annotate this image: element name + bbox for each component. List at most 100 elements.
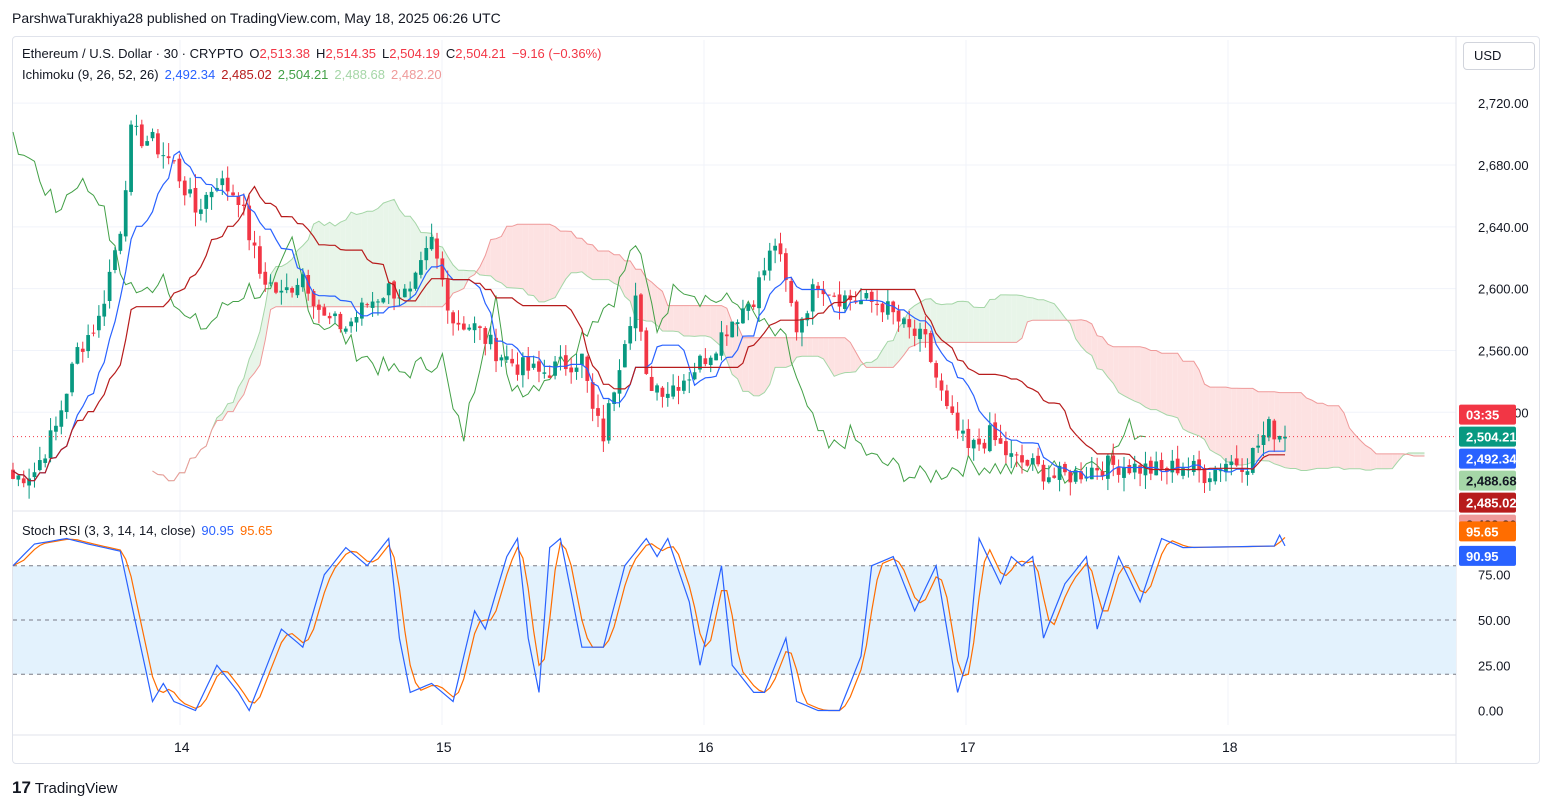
candle-body — [1052, 475, 1057, 478]
kumo-cloud-segment — [1140, 346, 1146, 408]
candle-body — [177, 158, 182, 182]
candle-body — [279, 290, 284, 293]
kumo-cloud-segment — [1354, 434, 1361, 469]
kumo-cloud-segment — [233, 387, 239, 412]
candle-body — [1057, 465, 1062, 480]
candle-body — [21, 478, 26, 484]
time-axis-label: 18 — [1222, 739, 1238, 755]
candle-body — [161, 155, 166, 157]
candle-body — [1020, 455, 1024, 463]
kumo-cloud-segment — [775, 337, 781, 368]
candle-body — [1218, 470, 1223, 472]
kumo-cloud-segment — [1252, 388, 1259, 462]
candle-body — [859, 300, 863, 305]
candle-body — [435, 238, 439, 259]
candle-body — [537, 361, 541, 372]
candle-body — [499, 357, 504, 361]
kumo-cloud-segment — [501, 226, 507, 288]
candle-body — [231, 192, 235, 196]
kumo-cloud-segment — [1279, 392, 1285, 468]
kumo-cloud-segment — [769, 337, 776, 385]
kumo-cloud-segment — [1204, 384, 1210, 450]
candle-body — [520, 357, 525, 376]
kumo-cloud-segment — [796, 337, 802, 358]
tenkan-tag: 2,492.34 — [1466, 452, 1517, 467]
candle-body — [1014, 454, 1019, 456]
kumo-cloud-segment — [544, 224, 550, 302]
kumo-cloud-segment — [1290, 392, 1296, 469]
kumo-cloud-segment — [823, 337, 829, 368]
stoch-k-tag-bg — [1459, 545, 1516, 566]
candle-body — [370, 301, 375, 308]
kumo-cloud-segment — [1081, 319, 1087, 352]
kumo-cloud-segment — [378, 203, 384, 307]
candle-body — [977, 438, 981, 445]
candle-body — [258, 246, 262, 274]
kumo-cloud-segment — [1129, 346, 1135, 402]
kumo-cloud-segment — [802, 337, 808, 357]
candle-body — [263, 271, 268, 285]
stoch-label[interactable]: Stoch RSI (3, 3, 14, 14, close) — [22, 523, 196, 538]
kijun-tag-bg — [1459, 492, 1516, 513]
candle-body — [451, 312, 455, 324]
ichimoku-label[interactable]: Ichimoku (9, 26, 52, 26) — [22, 67, 159, 82]
candle-body — [1122, 467, 1126, 478]
candle-body — [961, 430, 965, 434]
candle-body — [558, 357, 563, 359]
high-label: H — [316, 46, 326, 61]
candle-body — [440, 258, 445, 280]
candle-body — [644, 330, 649, 374]
candle-body — [1159, 460, 1164, 469]
kumo-cloud-segment — [1183, 361, 1189, 432]
symbol-label[interactable]: Ethereum / U.S. Dollar · 30 · CRYPTO — [22, 46, 244, 61]
candle-body — [885, 301, 890, 315]
candle-body — [880, 303, 885, 313]
kumo-cloud-segment — [1032, 297, 1039, 321]
senkou-span-b-line — [152, 223, 1425, 482]
kumo-cloud-segment — [705, 305, 711, 338]
candle-body — [64, 393, 69, 412]
kumo-cloud-segment — [1011, 295, 1017, 343]
kumo-cloud-segment — [399, 209, 405, 307]
last-price-tag-bg — [1459, 426, 1516, 447]
candle-body — [757, 277, 761, 309]
tradingview-footer[interactable]: 17 TradingView — [12, 778, 117, 798]
tradingview-brand: TradingView — [34, 780, 118, 797]
candle-body — [794, 301, 799, 333]
kumo-cloud-segment — [276, 266, 282, 307]
candle-body — [333, 313, 337, 317]
candle-body — [563, 355, 568, 370]
kumo-cloud-segment — [1322, 403, 1328, 469]
countdown-tag: 03:35 — [1466, 408, 1499, 423]
candle-body — [102, 303, 107, 317]
kumo-cloud-segment — [549, 224, 556, 300]
candle-body — [682, 380, 686, 391]
span-a-value: 2,488.68 — [334, 67, 386, 82]
kumo-cloud-segment — [979, 307, 985, 343]
kumo-cloud-segment — [265, 274, 271, 340]
candle-body — [767, 250, 772, 271]
stoch-d-line — [12, 536, 1286, 712]
candle-body — [1143, 463, 1148, 476]
candle-body — [762, 270, 767, 276]
candle-body — [198, 209, 203, 214]
candle-body — [392, 281, 396, 299]
kumo-cloud-segment — [898, 320, 904, 362]
currency-button[interactable]: USD — [1463, 42, 1535, 70]
open-label: O — [249, 46, 260, 61]
candle-body — [386, 283, 391, 296]
candle-body — [193, 187, 198, 213]
stoch-d-value: 95.65 — [239, 523, 273, 538]
kumo-cloud-segment — [496, 236, 502, 283]
kumo-cloud-segment — [828, 337, 835, 377]
candle-body — [467, 327, 472, 330]
kumo-cloud-segment — [646, 278, 652, 322]
candle-body — [746, 304, 751, 311]
kumo-cloud-segment — [624, 260, 631, 302]
kumo-cloud-segment — [490, 238, 496, 281]
candle-body — [1073, 470, 1078, 482]
candle-body — [633, 295, 638, 329]
candle-body — [848, 295, 853, 300]
candle-body — [156, 133, 160, 155]
